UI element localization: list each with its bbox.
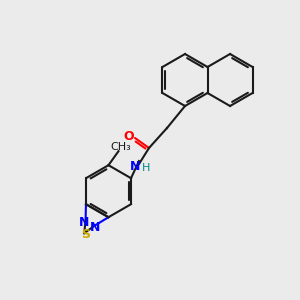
Text: H: H xyxy=(142,163,150,173)
Text: CH₃: CH₃ xyxy=(110,142,131,152)
Text: N: N xyxy=(89,221,100,234)
Text: O: O xyxy=(124,130,134,143)
Text: S: S xyxy=(81,228,90,241)
Text: N: N xyxy=(78,216,89,229)
Text: N: N xyxy=(130,160,140,172)
